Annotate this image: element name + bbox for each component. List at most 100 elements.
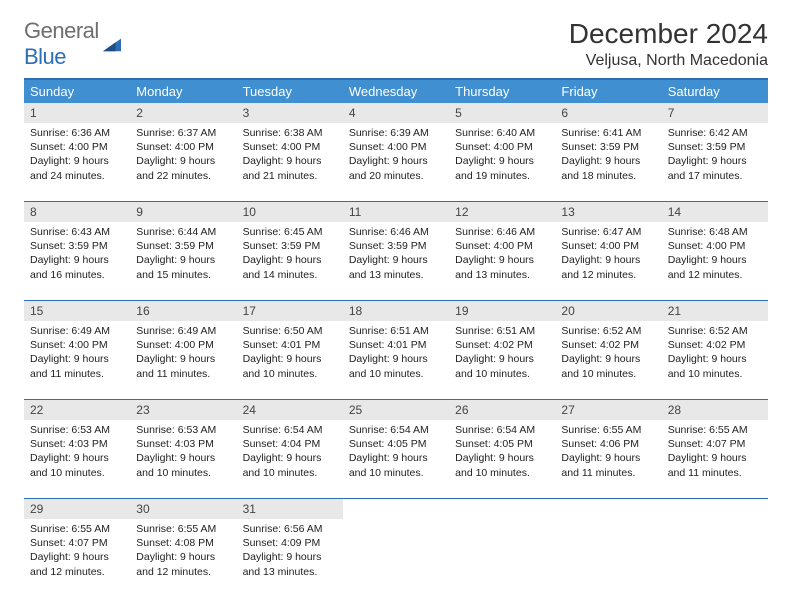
sunset-text: Sunset: 4:00 PM — [30, 338, 124, 352]
sunrise-text: Sunrise: 6:46 AM — [349, 225, 443, 239]
daylight-text-2: and 24 minutes. — [30, 169, 124, 183]
sunset-text: Sunset: 3:59 PM — [30, 239, 124, 253]
daylight-text-2: and 12 minutes. — [561, 268, 655, 282]
sunrise-text: Sunrise: 6:54 AM — [349, 423, 443, 437]
day-number: 13 — [555, 201, 661, 222]
day-cell: Sunrise: 6:39 AMSunset: 4:00 PMDaylight:… — [343, 123, 449, 201]
day-cell: Sunrise: 6:43 AMSunset: 3:59 PMDaylight:… — [24, 222, 130, 300]
daylight-text-1: Daylight: 9 hours — [30, 154, 124, 168]
sunrise-text: Sunrise: 6:55 AM — [668, 423, 762, 437]
day-number: 6 — [555, 103, 661, 123]
header: General Blue December 2024 Veljusa, Nort… — [24, 18, 768, 70]
sunset-text: Sunset: 4:07 PM — [30, 536, 124, 550]
sunrise-text: Sunrise: 6:38 AM — [243, 126, 337, 140]
daylight-text-2: and 10 minutes. — [455, 466, 549, 480]
daylight-text-1: Daylight: 9 hours — [243, 154, 337, 168]
month-title: December 2024 — [569, 18, 768, 50]
sunset-text: Sunset: 4:00 PM — [136, 140, 230, 154]
daylight-text-2: and 19 minutes. — [455, 169, 549, 183]
sunset-text: Sunset: 4:09 PM — [243, 536, 337, 550]
sunset-text: Sunset: 4:00 PM — [243, 140, 337, 154]
day-cell: Sunrise: 6:51 AMSunset: 4:01 PMDaylight:… — [343, 321, 449, 399]
sunset-text: Sunset: 3:59 PM — [561, 140, 655, 154]
day-cell — [343, 519, 449, 597]
logo-text-blue: Blue — [24, 44, 66, 69]
sunset-text: Sunset: 4:00 PM — [30, 140, 124, 154]
day-number: 10 — [237, 201, 343, 222]
sunrise-text: Sunrise: 6:36 AM — [30, 126, 124, 140]
daylight-text-2: and 10 minutes. — [30, 466, 124, 480]
daylight-text-1: Daylight: 9 hours — [561, 253, 655, 267]
dayhead-friday: Friday — [555, 80, 661, 103]
daylight-text-1: Daylight: 9 hours — [136, 154, 230, 168]
sunset-text: Sunset: 4:07 PM — [668, 437, 762, 451]
daylight-text-1: Daylight: 9 hours — [561, 154, 655, 168]
daylight-text-1: Daylight: 9 hours — [668, 451, 762, 465]
day-cell: Sunrise: 6:54 AMSunset: 4:05 PMDaylight:… — [449, 420, 555, 498]
sunrise-text: Sunrise: 6:49 AM — [30, 324, 124, 338]
sunset-text: Sunset: 4:00 PM — [349, 140, 443, 154]
day-cell: Sunrise: 6:46 AMSunset: 4:00 PMDaylight:… — [449, 222, 555, 300]
day-cell: Sunrise: 6:40 AMSunset: 4:00 PMDaylight:… — [449, 123, 555, 201]
sunset-text: Sunset: 4:05 PM — [349, 437, 443, 451]
sunrise-text: Sunrise: 6:40 AM — [455, 126, 549, 140]
day-number: 28 — [662, 399, 768, 420]
daylight-text-2: and 12 minutes. — [136, 565, 230, 579]
sunrise-text: Sunrise: 6:42 AM — [668, 126, 762, 140]
sunrise-text: Sunrise: 6:52 AM — [561, 324, 655, 338]
day-number: 18 — [343, 300, 449, 321]
daylight-text-1: Daylight: 9 hours — [136, 352, 230, 366]
daylight-text-2: and 15 minutes. — [136, 268, 230, 282]
sunrise-text: Sunrise: 6:47 AM — [561, 225, 655, 239]
daylight-text-2: and 10 minutes. — [136, 466, 230, 480]
sunset-text: Sunset: 4:06 PM — [561, 437, 655, 451]
sunrise-text: Sunrise: 6:43 AM — [30, 225, 124, 239]
day-number: 25 — [343, 399, 449, 420]
sunrise-text: Sunrise: 6:55 AM — [30, 522, 124, 536]
day-number — [555, 498, 661, 519]
daylight-text-1: Daylight: 9 hours — [136, 451, 230, 465]
sunrise-text: Sunrise: 6:37 AM — [136, 126, 230, 140]
location: Veljusa, North Macedonia — [569, 52, 768, 70]
day-number: 16 — [130, 300, 236, 321]
sunrise-text: Sunrise: 6:51 AM — [455, 324, 549, 338]
daylight-text-1: Daylight: 9 hours — [136, 253, 230, 267]
day-cell: Sunrise: 6:45 AMSunset: 3:59 PMDaylight:… — [237, 222, 343, 300]
sunset-text: Sunset: 4:05 PM — [455, 437, 549, 451]
day-number: 2 — [130, 103, 236, 123]
daylight-text-1: Daylight: 9 hours — [349, 352, 443, 366]
day-cell: Sunrise: 6:49 AMSunset: 4:00 PMDaylight:… — [24, 321, 130, 399]
day-cell: Sunrise: 6:53 AMSunset: 4:03 PMDaylight:… — [24, 420, 130, 498]
day-cell: Sunrise: 6:53 AMSunset: 4:03 PMDaylight:… — [130, 420, 236, 498]
sunset-text: Sunset: 4:00 PM — [455, 239, 549, 253]
title-block: December 2024 Veljusa, North Macedonia — [569, 18, 768, 70]
daylight-text-1: Daylight: 9 hours — [30, 451, 124, 465]
dayhead-sunday: Sunday — [24, 80, 130, 103]
day-cell — [662, 519, 768, 597]
day-number: 3 — [237, 103, 343, 123]
sunset-text: Sunset: 4:02 PM — [668, 338, 762, 352]
daylight-text-1: Daylight: 9 hours — [349, 451, 443, 465]
sunset-text: Sunset: 3:59 PM — [136, 239, 230, 253]
day-cell: Sunrise: 6:51 AMSunset: 4:02 PMDaylight:… — [449, 321, 555, 399]
daylight-text-1: Daylight: 9 hours — [668, 352, 762, 366]
daylight-text-2: and 16 minutes. — [30, 268, 124, 282]
day-number: 4 — [343, 103, 449, 123]
day-number: 5 — [449, 103, 555, 123]
daylight-text-1: Daylight: 9 hours — [349, 253, 443, 267]
day-cell: Sunrise: 6:47 AMSunset: 4:00 PMDaylight:… — [555, 222, 661, 300]
sunrise-text: Sunrise: 6:55 AM — [136, 522, 230, 536]
daylight-text-1: Daylight: 9 hours — [30, 352, 124, 366]
daylight-text-1: Daylight: 9 hours — [243, 352, 337, 366]
sunset-text: Sunset: 4:00 PM — [136, 338, 230, 352]
sunrise-text: Sunrise: 6:55 AM — [561, 423, 655, 437]
day-cell: Sunrise: 6:55 AMSunset: 4:06 PMDaylight:… — [555, 420, 661, 498]
day-cell: Sunrise: 6:55 AMSunset: 4:07 PMDaylight:… — [24, 519, 130, 597]
daylight-text-2: and 12 minutes. — [668, 268, 762, 282]
daylight-text-2: and 13 minutes. — [455, 268, 549, 282]
dayhead-wednesday: Wednesday — [343, 80, 449, 103]
day-cell: Sunrise: 6:55 AMSunset: 4:08 PMDaylight:… — [130, 519, 236, 597]
day-number: 27 — [555, 399, 661, 420]
sunset-text: Sunset: 4:00 PM — [668, 239, 762, 253]
day-number — [449, 498, 555, 519]
